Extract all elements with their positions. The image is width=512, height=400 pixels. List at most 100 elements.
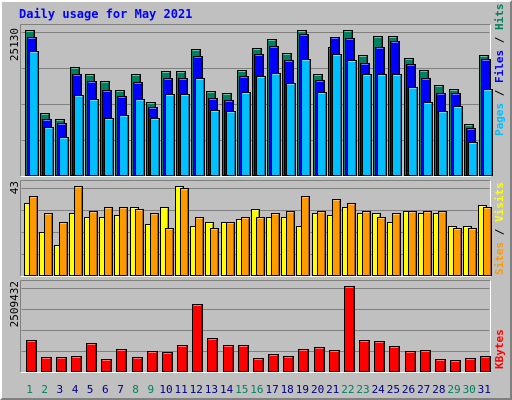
sites-bar (256, 217, 265, 276)
sites-bar (104, 207, 113, 276)
kbytes-bar (253, 358, 264, 372)
kbytes-max-label: 2509432 (8, 281, 21, 327)
sites-bar (180, 188, 189, 276)
day-label: 15 (235, 383, 248, 396)
day-label: 12 (190, 383, 203, 396)
kbytes-legend: KBytes (493, 329, 506, 369)
pages-bar (256, 76, 266, 176)
sites-bar (210, 228, 219, 276)
day-label: 6 (102, 383, 109, 396)
pages-bar (44, 127, 54, 176)
sites-legend-sites: Sites (493, 242, 506, 275)
sites-bar (362, 211, 371, 276)
kbytes-bar (480, 356, 491, 372)
kbytes-bar (344, 286, 355, 372)
kbytes-bar (359, 340, 370, 372)
kbytes-legend-kbytes: KBytes (493, 329, 506, 369)
day-label: 27 (417, 383, 430, 396)
pages-bar (150, 118, 160, 176)
sites-bar (119, 207, 128, 276)
sites-max-label: 43 (8, 181, 21, 194)
kbytes-bar (223, 345, 234, 372)
day-label: 25 (387, 383, 400, 396)
sites-bar (241, 217, 250, 276)
kbytes-bar (192, 304, 203, 372)
kbytes-bar (207, 338, 218, 372)
pages-bar (271, 73, 281, 176)
hits-legend-hits: Hits (493, 4, 506, 31)
kbytes-bar (56, 357, 67, 372)
pages-bar (226, 111, 236, 176)
day-label: 7 (117, 383, 124, 396)
sites-legend: Sites / Visits (493, 182, 506, 275)
pages-bar (347, 60, 357, 176)
sites-bar (74, 186, 83, 276)
kbytes-bar (116, 349, 127, 372)
day-label: 4 (72, 383, 79, 396)
day-label: 22 (341, 383, 354, 396)
pages-bar (74, 95, 84, 176)
kbytes-bar (162, 352, 173, 372)
pages-bar (332, 54, 342, 176)
day-label: 31 (478, 383, 491, 396)
kbytes-bar (374, 341, 385, 372)
sites-bar (226, 222, 235, 276)
pages-bar (423, 102, 433, 176)
sites-bar (317, 211, 326, 276)
sites-bar (271, 213, 280, 276)
kbytes-bar (450, 360, 461, 372)
hits-legend-separator: / (493, 30, 506, 50)
kbytes-bar (86, 343, 97, 372)
day-label: 18 (281, 383, 294, 396)
sites-bar (89, 211, 98, 276)
chart-title: Daily usage for May 2021 (19, 7, 193, 21)
sites-bar (438, 211, 447, 276)
pages-bar (408, 87, 418, 176)
day-label: 13 (205, 383, 218, 396)
pages-bar (180, 94, 190, 176)
pages-bar (29, 51, 39, 176)
sites-bar (453, 228, 462, 276)
sites-bar (44, 213, 53, 276)
day-label: 21 (326, 383, 339, 396)
day-label: 8 (132, 383, 139, 396)
day-label: 23 (356, 383, 369, 396)
pages-bar (119, 115, 129, 176)
pages-bar (195, 78, 205, 176)
hits-max-label: 25130 (8, 28, 21, 61)
sites-bar (347, 203, 356, 276)
day-label: 10 (159, 383, 172, 396)
pages-bar (59, 137, 69, 176)
sites-bar (423, 211, 432, 276)
day-label: 26 (402, 383, 415, 396)
sites-bar (150, 213, 159, 276)
day-label: 5 (87, 383, 94, 396)
sites-bar (468, 228, 477, 276)
sites-bar (483, 207, 492, 276)
day-label: 20 (311, 383, 324, 396)
pages-bar (135, 99, 145, 176)
day-label: 1 (26, 383, 33, 396)
kbytes-bar (26, 340, 37, 372)
day-label: 3 (56, 383, 63, 396)
kbytes-bar (101, 359, 112, 372)
kbytes-bar (132, 357, 143, 372)
sites-bar (29, 196, 38, 276)
kbytes-bar (238, 345, 249, 372)
pages-bar (165, 94, 175, 176)
kbytes-bar (329, 350, 340, 372)
sites-bar (135, 209, 144, 276)
day-label: 11 (174, 383, 187, 396)
day-label: 17 (265, 383, 278, 396)
day-label: 14 (220, 383, 234, 396)
kbytes-bar (177, 345, 188, 372)
day-label: 24 (372, 383, 386, 396)
kbytes-bar (71, 356, 82, 372)
kbytes-bar (420, 350, 431, 372)
kbytes-bar (465, 358, 476, 372)
sites-legend-visits: Visits (493, 182, 506, 222)
sites-bar (392, 213, 401, 276)
kbytes-bar (147, 351, 158, 372)
kbytes-bar (283, 356, 294, 372)
